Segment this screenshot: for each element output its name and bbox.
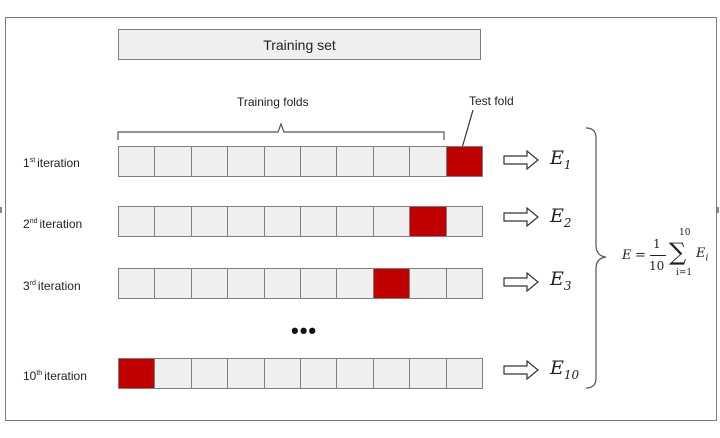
- training-fold-cell: [337, 269, 374, 298]
- folds-row-10: [118, 358, 483, 389]
- folds-row-2: [118, 206, 483, 237]
- training-fold-cell: [264, 359, 302, 388]
- training-set-box: Training set: [118, 29, 481, 60]
- training-fold-cell: [373, 207, 411, 236]
- formula-lhs: E: [622, 248, 632, 263]
- training-fold-cell: [301, 359, 338, 388]
- error-e1: E1: [550, 147, 572, 172]
- training-fold-cell: [301, 207, 338, 236]
- training-fold-cell: [228, 269, 265, 298]
- row-label-10: 10th iteration: [23, 369, 87, 383]
- mean-error-formula: E = 1 10 10 ∑ i=1 Ei: [622, 228, 718, 288]
- test-fold-cell: [373, 269, 411, 298]
- training-fold-cell: [410, 269, 447, 298]
- training-fold-cell: [410, 359, 447, 388]
- training-fold-cell: [228, 207, 265, 236]
- arrow-icon: [503, 150, 539, 170]
- training-fold-cell: [301, 147, 338, 176]
- training-fold-cell: [155, 269, 192, 298]
- right-edge-mark: [717, 207, 719, 213]
- training-fold-cell: [410, 147, 447, 176]
- training-fold-cell: [155, 359, 192, 388]
- training-fold-cell: [155, 147, 192, 176]
- training-fold-cell: [446, 359, 483, 388]
- test-fold-cell: [119, 359, 156, 388]
- training-fold-cell: [119, 269, 156, 298]
- formula-equals: =: [635, 248, 646, 263]
- training-set-label: Training set: [263, 36, 336, 53]
- training-folds-label: Training folds: [237, 95, 309, 109]
- formula-numerator: 1: [653, 237, 661, 251]
- training-fold-cell: [264, 207, 302, 236]
- row-label-2: 2nd iteration: [23, 217, 83, 231]
- training-fold-cell: [119, 207, 156, 236]
- training-fold-cell: [264, 147, 302, 176]
- error-e10: E10: [550, 357, 580, 382]
- test-fold-cell: [410, 207, 447, 236]
- training-fold-cell: [155, 207, 192, 236]
- training-fold-cell: [191, 269, 229, 298]
- errors-brace: [585, 127, 607, 389]
- training-fold-cell: [191, 359, 229, 388]
- folds-row-3: [118, 268, 483, 299]
- folds-row-1: [118, 146, 483, 177]
- training-fold-cell: [191, 207, 229, 236]
- training-fold-cell: [228, 359, 265, 388]
- arrow-icon: [503, 360, 539, 380]
- left-edge-mark: [0, 207, 2, 213]
- fraction-bar: [650, 255, 666, 256]
- test-fold-pointer: [461, 109, 474, 149]
- ellipsis: •••: [291, 318, 318, 343]
- training-fold-cell: [446, 269, 483, 298]
- sum-sigma: ∑: [669, 238, 687, 266]
- arrow-icon: [503, 207, 539, 227]
- training-fold-cell: [337, 359, 374, 388]
- error-e2: E2: [550, 205, 572, 230]
- row-label-3: 3rd iteration: [23, 279, 81, 293]
- sum-lower-limit: i=1: [676, 268, 693, 278]
- training-folds-brace: [117, 122, 445, 140]
- formula-term: Ei: [696, 246, 709, 264]
- arrow-icon: [503, 272, 539, 292]
- training-fold-cell: [337, 207, 374, 236]
- training-fold-cell: [373, 147, 411, 176]
- sum-upper-limit: 10: [679, 228, 691, 238]
- training-fold-cell: [373, 359, 411, 388]
- training-fold-cell: [119, 147, 156, 176]
- training-fold-cell: [264, 269, 302, 298]
- row-label-1: 1st iteration: [23, 156, 80, 170]
- error-e3: E3: [550, 268, 572, 293]
- training-fold-cell: [228, 147, 265, 176]
- training-fold-cell: [446, 207, 483, 236]
- training-fold-cell: [301, 269, 338, 298]
- training-fold-cell: [191, 147, 229, 176]
- formula-denominator: 10: [649, 259, 665, 273]
- training-fold-cell: [337, 147, 374, 176]
- test-fold-label: Test fold: [469, 94, 514, 108]
- test-fold-cell: [446, 147, 483, 176]
